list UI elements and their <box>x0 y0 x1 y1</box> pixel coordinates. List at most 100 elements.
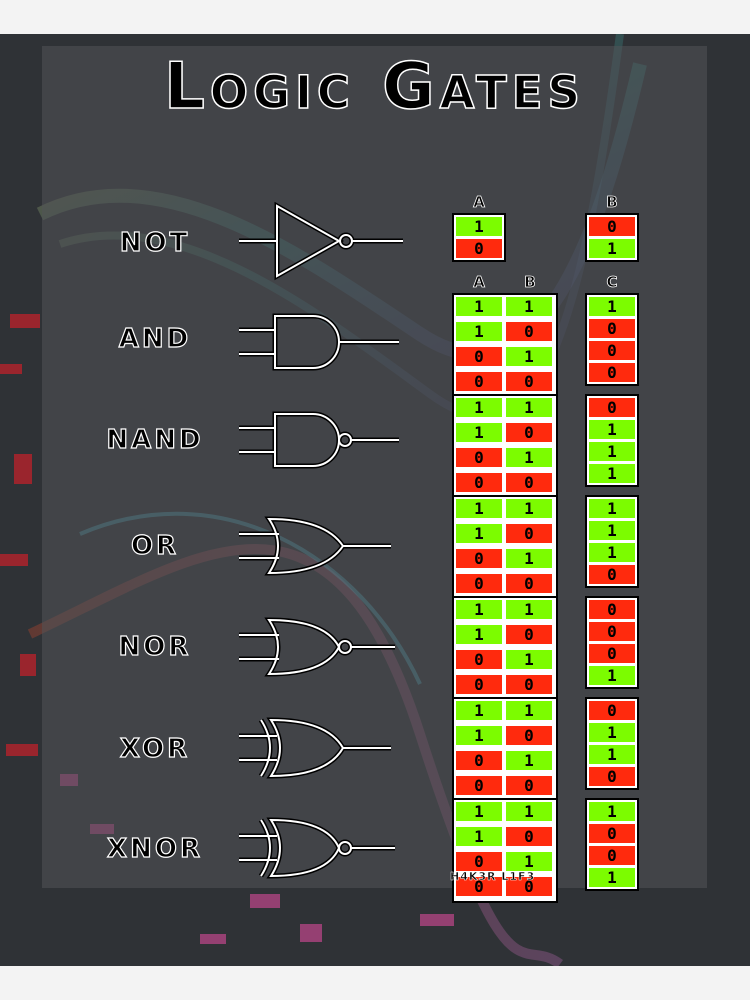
not-gate-icon <box>239 201 403 281</box>
nor-gate-icon <box>239 617 395 677</box>
truth-cell: 0 <box>456 776 502 795</box>
truth-cell: 0 <box>506 473 552 492</box>
truth-cell: 1 <box>456 827 502 846</box>
poster-title: Logic Gates <box>163 49 585 125</box>
truth-cell: 0 <box>506 877 552 896</box>
truth-cell: 1 <box>589 543 635 562</box>
gate-label-and: AND <box>118 323 192 354</box>
truth-cell: 1 <box>589 802 635 821</box>
truth-cell: 1 <box>456 398 502 417</box>
truth-cell: 0 <box>506 776 552 795</box>
nand-table-c: 0 1 1 1 <box>585 394 639 487</box>
gate-label-xnor: XNOR <box>106 833 203 864</box>
truth-cell: 1 <box>456 701 502 720</box>
truth-cell: 0 <box>506 726 552 745</box>
truth-cell: 0 <box>456 448 502 467</box>
truth-cell: 0 <box>456 751 502 770</box>
truth-cell: 1 <box>456 600 502 619</box>
truth-cell: 0 <box>456 650 502 669</box>
truth-cell: 1 <box>589 745 635 764</box>
truth-cell: 0 <box>456 549 502 568</box>
truth-cell: 0 <box>506 524 552 543</box>
gate-label-nor: NOR <box>118 631 192 662</box>
truth-cell: 1 <box>589 239 635 258</box>
truth-cell: 0 <box>506 423 552 442</box>
truth-cell: 1 <box>589 666 635 685</box>
truth-cell: 0 <box>589 600 635 619</box>
truth-cell: 1 <box>456 297 502 316</box>
truth-cell: 0 <box>589 565 635 584</box>
truth-cell: 0 <box>456 675 502 694</box>
and-table-c: 1 0 0 0 <box>585 293 639 386</box>
truth-cell: 1 <box>456 423 502 442</box>
truth-cell: 0 <box>589 644 635 663</box>
gate-label-xor: XOR <box>119 733 191 764</box>
or-gate-icon <box>239 516 391 576</box>
nor-table-c: 0 0 0 1 <box>585 596 639 689</box>
header-c: C <box>606 273 618 292</box>
truth-cell: 0 <box>456 239 502 258</box>
truth-cell: 1 <box>456 217 502 236</box>
truth-cell: 0 <box>456 574 502 593</box>
truth-cell: 1 <box>506 347 552 366</box>
truth-cell: 0 <box>589 622 635 641</box>
truth-cell: 1 <box>456 499 502 518</box>
truth-cell: 1 <box>506 398 552 417</box>
truth-cell: 1 <box>456 726 502 745</box>
truth-cell: 0 <box>589 363 635 382</box>
truth-cell: 1 <box>506 448 552 467</box>
header-b: B <box>524 273 536 292</box>
gate-label-or: OR <box>130 530 180 561</box>
truth-cell: 1 <box>589 499 635 518</box>
truth-cell: 1 <box>589 521 635 540</box>
not-header-b: B <box>606 193 618 212</box>
truth-cell: 1 <box>506 701 552 720</box>
truth-cell: 1 <box>456 625 502 644</box>
truth-cell: 1 <box>506 802 552 821</box>
truth-cell: 1 <box>506 600 552 619</box>
truth-cell: 0 <box>456 877 502 896</box>
truth-cell: 0 <box>456 347 502 366</box>
truth-cell: 0 <box>456 852 502 871</box>
not-table-a: 1 0 <box>452 213 506 262</box>
xnor-table-c: 1 0 0 1 <box>585 798 639 891</box>
author-signature: H4K3R L1F3 <box>450 870 536 884</box>
truth-cell: 1 <box>589 297 635 316</box>
not-header-a: A <box>473 193 485 212</box>
truth-cell: 0 <box>589 217 635 236</box>
truth-cell: 0 <box>589 319 635 338</box>
truth-cell: 1 <box>506 499 552 518</box>
truth-cell: 0 <box>589 701 635 720</box>
truth-cell: 1 <box>506 852 552 871</box>
truth-cell: 0 <box>506 827 552 846</box>
xor-table-c: 0 1 1 0 <box>585 697 639 790</box>
xor-gate-icon <box>239 717 391 779</box>
truth-cell: 1 <box>589 723 635 742</box>
truth-cell: 1 <box>506 751 552 770</box>
truth-cell: 0 <box>506 625 552 644</box>
gate-label-not: NOT <box>119 227 191 258</box>
truth-cell: 1 <box>456 524 502 543</box>
truth-cell: 1 <box>589 420 635 439</box>
truth-cell: 0 <box>589 824 635 843</box>
truth-cell: 1 <box>456 322 502 341</box>
and-gate-icon <box>239 313 399 371</box>
xnor-gate-icon <box>239 817 395 879</box>
truth-cell: 0 <box>589 767 635 786</box>
truth-cell: 0 <box>456 473 502 492</box>
truth-cell: 0 <box>506 574 552 593</box>
truth-cell: 1 <box>589 442 635 461</box>
truth-cell: 0 <box>589 846 635 865</box>
truth-cell: 1 <box>456 802 502 821</box>
truth-cell: 1 <box>506 549 552 568</box>
header-a: A <box>473 273 485 292</box>
truth-cell: 0 <box>506 675 552 694</box>
gate-label-nand: NAND <box>106 424 204 455</box>
truth-cell: 0 <box>589 341 635 360</box>
